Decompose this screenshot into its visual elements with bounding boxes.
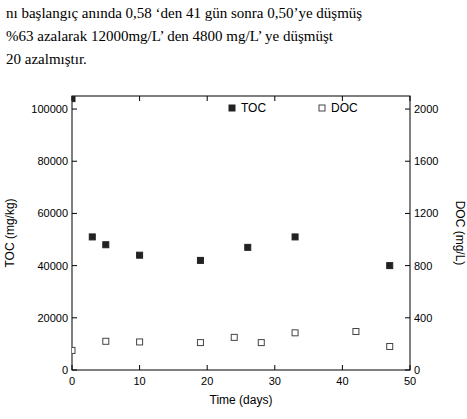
- x-tick-top: [207, 96, 208, 101]
- point: [197, 257, 203, 263]
- y2-tick-label: 2000: [414, 103, 438, 115]
- y2-tick-label: 1200: [414, 207, 438, 219]
- y2-tick: [405, 109, 410, 110]
- x-tick-top: [139, 96, 140, 101]
- y2-tick: [405, 213, 410, 214]
- x-tick: [410, 365, 411, 370]
- y2-tick-label: 800: [414, 260, 432, 272]
- point: [387, 344, 393, 350]
- x-tick-label: 10: [133, 375, 145, 387]
- x-tick: [207, 365, 208, 370]
- legend-label: DOC: [331, 101, 358, 115]
- y2-tick-label: 1600: [414, 155, 438, 167]
- y-tick-label: 80000: [37, 155, 68, 167]
- x-tick-label: 40: [336, 375, 348, 387]
- point: [72, 347, 75, 353]
- y2-axis-label: DOC (mg/L): [453, 201, 467, 266]
- page: nı başlangıç anında 0,58 ‘den 41 gün son…: [0, 0, 467, 419]
- y2-tick-label: 400: [414, 312, 432, 324]
- point: [72, 96, 75, 102]
- y-tick: [72, 317, 77, 318]
- x-axis-label: Time (days): [210, 393, 273, 407]
- point: [137, 339, 143, 345]
- point: [245, 244, 251, 250]
- y2-tick: [405, 317, 410, 318]
- x-tick: [274, 365, 275, 370]
- legend-swatch: [319, 105, 325, 111]
- y-tick: [72, 109, 77, 110]
- x-tick: [72, 365, 73, 370]
- point: [292, 330, 298, 336]
- point: [103, 242, 109, 248]
- point: [89, 234, 95, 240]
- y2-tick: [405, 161, 410, 162]
- point: [387, 263, 393, 269]
- y-tick: [72, 161, 77, 162]
- point: [353, 329, 359, 335]
- paragraph-line: %63 azalarak 12000mg/L’ den 4800 mg/L’ y…: [6, 28, 334, 44]
- y-tick-label: 20000: [37, 312, 68, 324]
- y-axis-label: TOC (mg/kg): [3, 198, 17, 267]
- y-tick-label: 0: [62, 364, 68, 376]
- y-tick: [72, 213, 77, 214]
- x-tick-label: 30: [269, 375, 281, 387]
- marks: [72, 96, 393, 353]
- y2-tick-label: 0: [414, 364, 420, 376]
- x-tick: [342, 365, 343, 370]
- paragraph-line: nı başlangıç anında 0,58 ‘den 41 gün son…: [6, 5, 362, 21]
- x-tick-top: [274, 96, 275, 101]
- point: [103, 338, 109, 344]
- legend-label: TOC: [241, 101, 266, 115]
- x-tick-label: 50: [404, 375, 416, 387]
- x-tick-label: 0: [69, 375, 75, 387]
- x-tick: [139, 365, 140, 370]
- point: [197, 340, 203, 346]
- point: [292, 234, 298, 240]
- y-tick: [72, 265, 77, 266]
- y-tick-label: 100000: [31, 103, 68, 115]
- point: [137, 252, 143, 258]
- x-tick-top: [410, 96, 411, 101]
- legend-swatch: [229, 105, 235, 111]
- y2-tick: [405, 265, 410, 266]
- y-tick: [72, 370, 77, 371]
- y-tick-label: 40000: [37, 260, 68, 272]
- y2-tick: [405, 370, 410, 371]
- plot-frame: [72, 96, 410, 370]
- point: [231, 334, 237, 340]
- x-tick-label: 20: [201, 375, 213, 387]
- paragraph-line: 20 azalmıştır.: [6, 51, 87, 67]
- point: [258, 340, 264, 346]
- y-tick-label: 60000: [37, 207, 68, 219]
